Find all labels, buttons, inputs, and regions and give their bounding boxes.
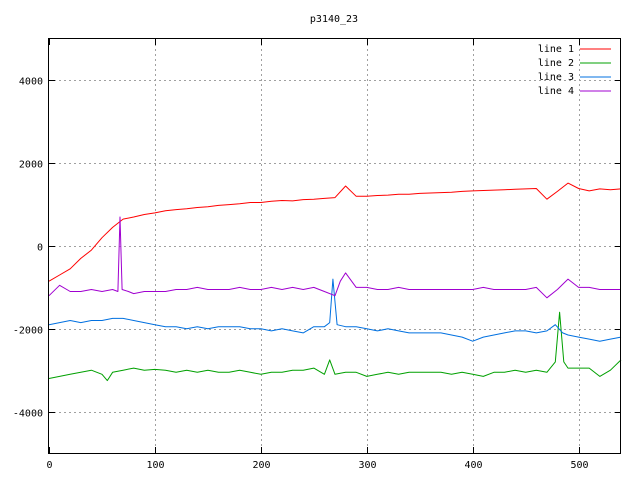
grid-lines bbox=[49, 39, 621, 453]
series-line-3 bbox=[48, 278, 622, 342]
chart-title: p3140_23 bbox=[310, 14, 358, 25]
x-tick-label: 500 bbox=[570, 460, 588, 471]
x-tick-label: 0 bbox=[46, 460, 52, 471]
legend-label-1: line 1 bbox=[538, 44, 574, 55]
axes: 0 100 200 300 400 500 -4000 -2000 0 2000 4000 bbox=[13, 39, 621, 471]
y-tick-label: -4000 bbox=[13, 409, 43, 420]
legend: line 1 line 2 line 3 line 4 bbox=[538, 44, 611, 97]
series-line-1 bbox=[48, 182, 622, 282]
series-lines bbox=[48, 182, 622, 382]
legend-label-2: line 2 bbox=[538, 58, 574, 69]
x-tick-label: 400 bbox=[464, 460, 482, 471]
x-tick-label: 300 bbox=[358, 460, 376, 471]
series-line-2 bbox=[48, 311, 622, 382]
y-tick-label: 0 bbox=[37, 243, 43, 254]
x-tick-label: 200 bbox=[252, 460, 270, 471]
plot-frame bbox=[48, 38, 621, 454]
y-tick-label: 4000 bbox=[19, 77, 43, 88]
series-line-4 bbox=[48, 216, 621, 299]
y-tick-label: -2000 bbox=[13, 326, 43, 337]
x-tick-label: 100 bbox=[146, 460, 164, 471]
y-tick-label: 2000 bbox=[19, 160, 43, 171]
legend-label-3: line 3 bbox=[538, 72, 574, 83]
legend-label-4: line 4 bbox=[538, 86, 574, 97]
